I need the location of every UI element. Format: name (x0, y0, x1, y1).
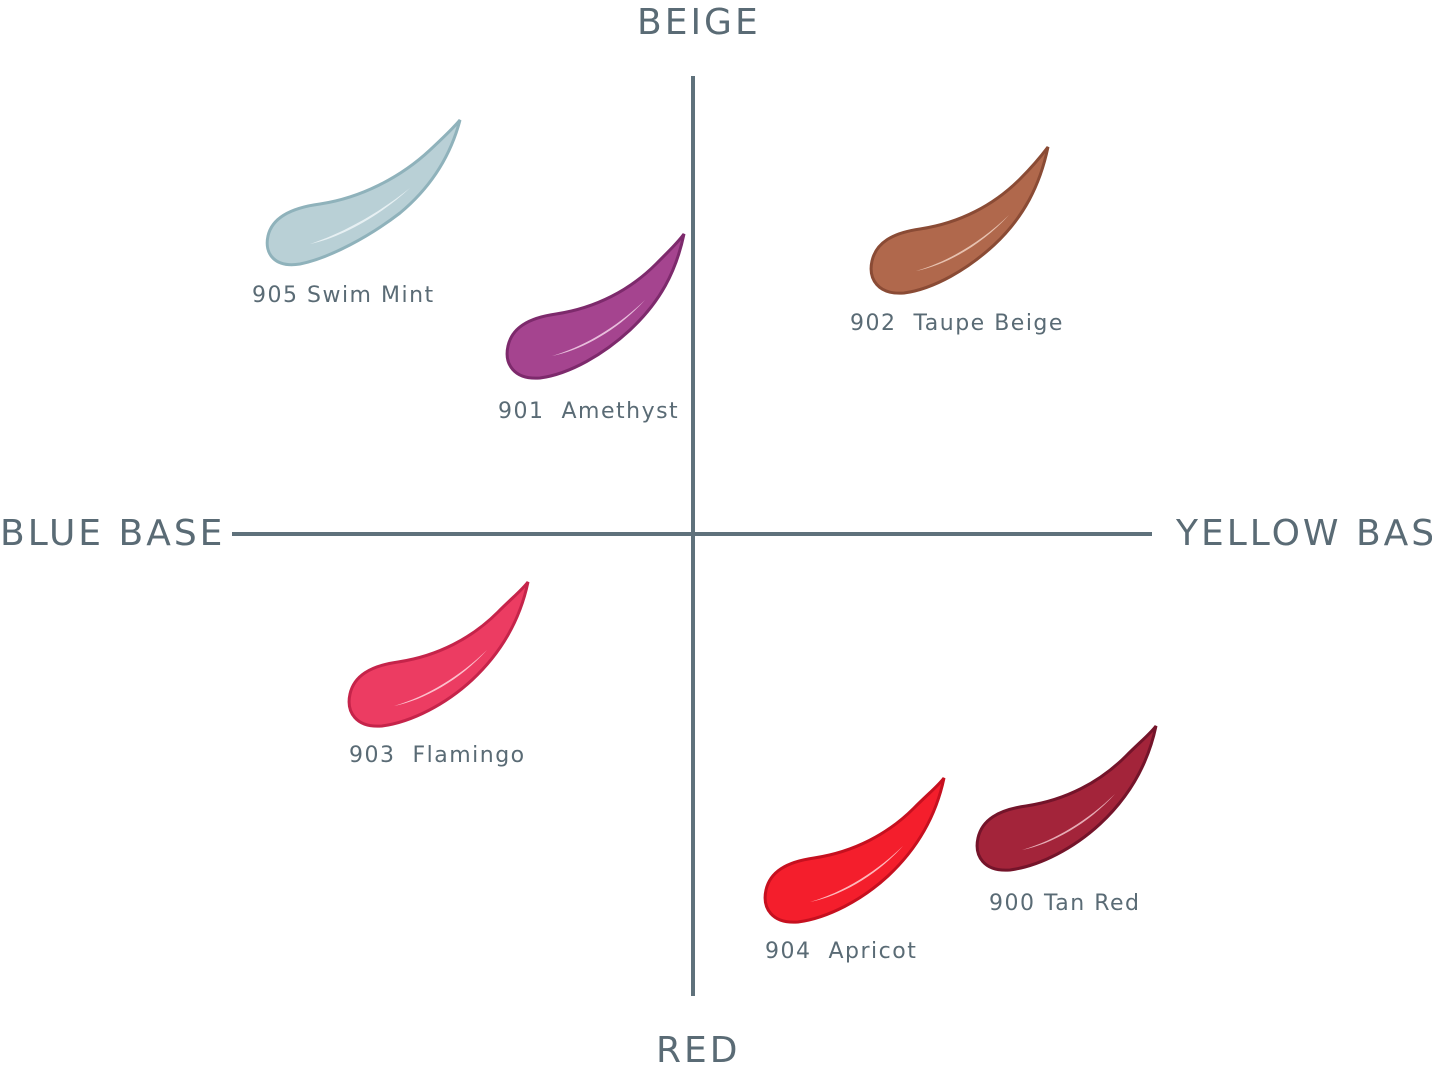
axis-label-right: YELLOW BASE (1176, 513, 1432, 554)
swatch-904-fill (763, 777, 946, 924)
swatch-905-label: 905 Swim Mint (252, 283, 435, 308)
swatch-903-label: 903 Flamingo (349, 743, 526, 768)
vertical-axis (691, 76, 695, 996)
swatch-901-fill (505, 233, 686, 380)
swatch-903-fill (347, 581, 530, 728)
swatch-905-swim-mint (265, 119, 462, 267)
swatch-905-fill (265, 119, 462, 267)
swatch-901-amethyst (505, 233, 686, 380)
swatch-904-apricot (763, 777, 946, 924)
swatch-903-flamingo (347, 581, 530, 728)
axis-label-top: BEIGE (637, 2, 761, 43)
swatch-904-label: 904 Apricot (765, 939, 918, 964)
swatch-900-tan-red (975, 725, 1158, 872)
swatch-902-taupe-beige (869, 146, 1050, 295)
swatch-900-label: 900 Tan Red (989, 891, 1141, 916)
swatch-900-fill (975, 725, 1158, 872)
swatch-901-label: 901 Amethyst (498, 399, 680, 424)
axis-label-left: BLUE BASE (0, 513, 226, 554)
axis-label-bottom: RED (656, 1030, 741, 1071)
swatch-902-fill (869, 146, 1050, 295)
horizontal-axis (232, 532, 1152, 536)
swatch-902-label: 902 Taupe Beige (850, 311, 1064, 336)
